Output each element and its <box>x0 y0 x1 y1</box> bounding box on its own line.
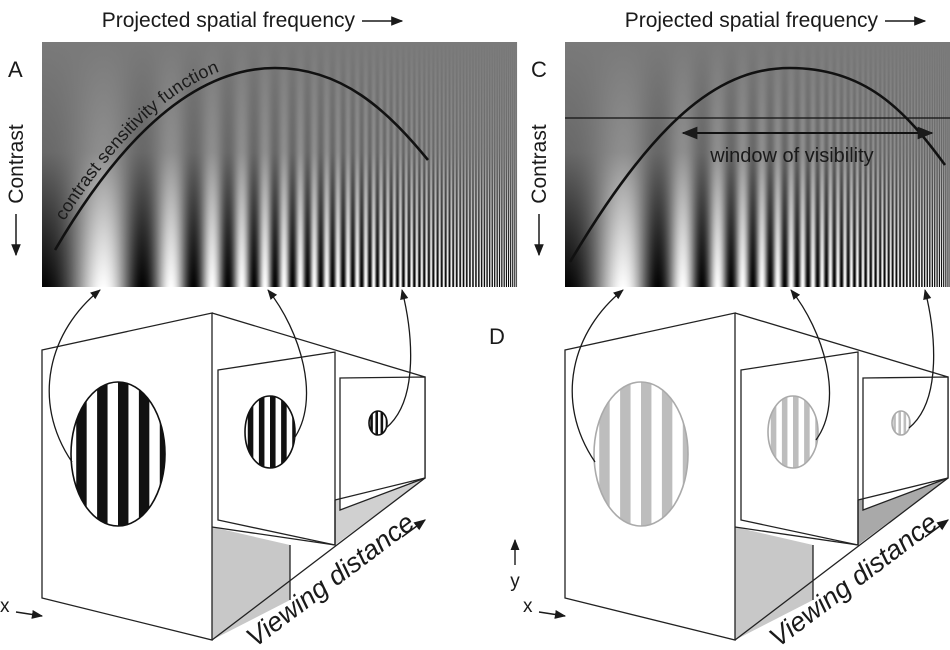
screen-far <box>340 377 425 510</box>
window-label: window of visibility <box>709 145 873 167</box>
grating-bar <box>281 396 287 468</box>
figure: AProjected spatial frequencyContrastcont… <box>0 0 950 650</box>
grating-bar <box>898 411 901 435</box>
grating-bar <box>620 382 630 526</box>
x-dir-label: x <box>0 596 10 617</box>
grating-bar <box>793 396 799 468</box>
grating-bar <box>375 411 378 435</box>
y-dir-label: y <box>510 571 520 592</box>
grating-bar <box>804 396 810 468</box>
grating-bar <box>270 396 276 468</box>
y-axis-title: Contrast <box>528 124 551 204</box>
grating-bar <box>97 382 107 526</box>
grating-bar <box>118 382 128 526</box>
x-dir-arrow <box>539 612 565 616</box>
grating-bar <box>259 396 265 468</box>
x-axis-title: Projected spatial frequency <box>102 9 356 32</box>
x-dir-arrow <box>16 612 42 616</box>
x-axis-title: Projected spatial frequency <box>625 9 879 32</box>
screen-far <box>863 377 948 510</box>
grating-bar <box>782 396 788 468</box>
y-axis-title: Contrast <box>5 124 28 204</box>
x-dir-label: x <box>523 596 533 617</box>
grating-bar <box>139 382 149 526</box>
panel-label: A <box>8 57 23 82</box>
grating-bar <box>641 382 651 526</box>
grating-bar <box>904 411 907 435</box>
panel-label: C <box>531 57 547 82</box>
grating-bar <box>381 411 384 435</box>
grating-bar <box>662 382 672 526</box>
panel-label: D <box>489 324 505 349</box>
